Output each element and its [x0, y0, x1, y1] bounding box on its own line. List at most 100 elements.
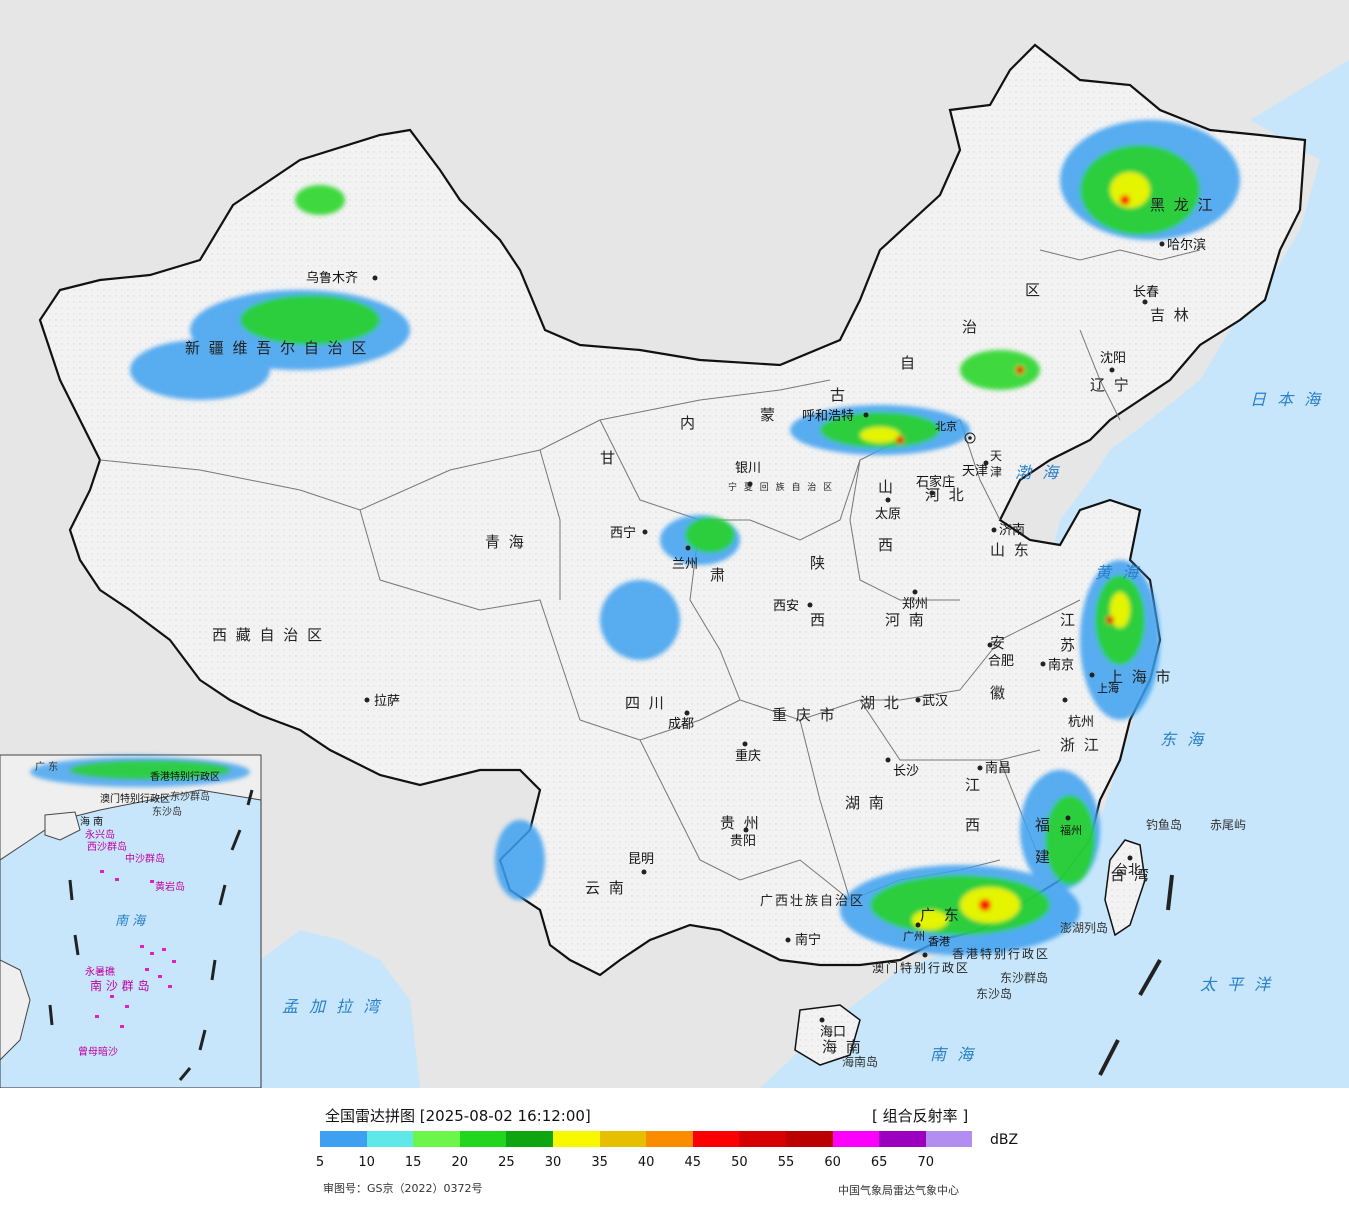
- scale-swatch: [879, 1131, 926, 1147]
- city-marker: 长春: [1133, 285, 1159, 305]
- city-label: 台北: [1115, 863, 1141, 878]
- scale-swatch: [366, 1131, 414, 1147]
- city-marker: 香港: [922, 935, 950, 958]
- mosaic-title: 全国雷达拼图 [2025-08-02 16:12:00]: [325, 1107, 591, 1125]
- island-label: 东沙岛: [976, 986, 1012, 1001]
- south-china-sea-inset: 广 东 香港特别行政区 澳门特别行政区 东沙群岛 东沙岛 海 南 西沙群岛 永兴…: [0, 754, 262, 1088]
- scale-tick-label: 25: [498, 1155, 515, 1170]
- city-marker: 成都: [668, 710, 694, 732]
- unit-label: dBZ: [990, 1132, 1019, 1148]
- region-label: 黑 龙 江: [1150, 196, 1215, 214]
- scale-tick-label: 35: [591, 1155, 608, 1170]
- region-label: 河 北: [925, 486, 966, 504]
- city-label: 天津: [962, 464, 988, 479]
- city-marker: 南昌: [977, 760, 1011, 776]
- region-label: 古: [830, 386, 847, 404]
- city-marker: 北京: [935, 419, 976, 444]
- city-label: 香港: [928, 935, 950, 948]
- city-labels: 乌鲁木齐 拉萨 西宁 兰州 银川 呼和浩特 北京 天津 石家庄 太原 济南 郑州…: [306, 237, 1206, 1040]
- region-label: 广西壮族自治区: [760, 893, 865, 909]
- city-label: 长春: [1133, 285, 1159, 300]
- city-marker: 兰州: [672, 545, 698, 572]
- region-label: 西: [878, 536, 895, 554]
- region-label: 宁 夏 回 族 自 治 区: [728, 481, 834, 493]
- region-label: 内: [680, 414, 697, 432]
- china-radar-map: 新 疆 维 吾 尔 自 治 区 西 藏 自 治 区 青 海 甘 肃 四 川 云 …: [0, 0, 1349, 1088]
- region-label: 蒙: [760, 406, 777, 424]
- scale-tick-label: 40: [637, 1155, 655, 1170]
- sea-label: 东 海: [1160, 730, 1206, 749]
- inset-label: 海 南: [80, 815, 103, 828]
- city-label: 西宁: [610, 525, 636, 541]
- region-label: 津: [990, 465, 1004, 479]
- region-label: 湖 南: [845, 794, 886, 812]
- region-label: 辽 宁: [1090, 376, 1131, 394]
- city-marker: 呼和浩特: [802, 409, 869, 424]
- city-label: 海口: [820, 1025, 846, 1040]
- region-label: 青 海: [485, 533, 526, 551]
- city-label: 哈尔滨: [1167, 237, 1206, 253]
- inset-label: 东沙群岛: [170, 790, 210, 803]
- scale-swatch: [692, 1131, 740, 1147]
- scale-tick-label: 10: [358, 1155, 375, 1170]
- region-label: 上 海 市: [1108, 668, 1173, 686]
- inset-label: 广 东: [35, 760, 58, 773]
- region-label: 天: [990, 449, 1004, 463]
- scale-swatch: [739, 1131, 786, 1147]
- region-label: 西 藏 自 治 区: [212, 626, 324, 644]
- city-marker: 武汉: [915, 694, 948, 709]
- city-marker: 天津: [962, 460, 989, 479]
- city-marker: 银川: [735, 461, 761, 487]
- region-label: 福: [1035, 816, 1052, 834]
- region-label: 香港特别行政区: [952, 946, 1050, 961]
- sea-label: 黄 海: [1095, 563, 1141, 582]
- city-label: 长沙: [893, 764, 919, 779]
- city-marker: 上海: [1089, 672, 1119, 695]
- region-label: 新 疆 维 吾 尔 自 治 区: [185, 339, 368, 357]
- city-label: 南昌: [985, 760, 1011, 776]
- boundary-dashes: [1098, 874, 1174, 1076]
- region-label: 海 南: [822, 1038, 863, 1056]
- region-label: 建: [1035, 848, 1052, 866]
- city-marker: 海口: [819, 1017, 846, 1040]
- region-label: 重 庆 市: [772, 706, 837, 724]
- city-label: 沈阳: [1100, 351, 1126, 366]
- region-label: 贵 州: [720, 814, 761, 832]
- city-marker: 沈阳: [1100, 351, 1126, 373]
- city-marker: 石家庄: [916, 474, 955, 496]
- region-label: 甘: [600, 449, 617, 467]
- sea-label: 渤 海: [1015, 463, 1061, 482]
- region-label: 肃: [710, 566, 727, 584]
- city-label: 济南: [999, 522, 1025, 538]
- inset-label: 南 沙 群 岛: [90, 978, 149, 993]
- island-labels: 钓鱼岛 赤尾屿 东沙群岛 东沙岛 海南岛 澎湖列岛: [842, 817, 1246, 1069]
- city-label: 杭州: [1068, 715, 1094, 730]
- inset-label: 澳门特别行政区: [100, 792, 170, 805]
- region-label: 山 东: [990, 541, 1031, 559]
- scale-tick-label: 50: [731, 1155, 748, 1170]
- city-label: 重庆: [735, 748, 761, 764]
- city-marker: 西安: [773, 599, 813, 614]
- region-label: 台 湾: [1110, 866, 1151, 884]
- scale-swatch: [832, 1131, 880, 1147]
- scale-tick-label: 15: [404, 1155, 422, 1170]
- sea-label: 太 平 洋: [1200, 975, 1273, 994]
- region-label: 治: [962, 318, 979, 336]
- scale-swatch: [413, 1131, 460, 1147]
- region-label: 苏: [1060, 636, 1077, 654]
- region-label: 山: [878, 478, 895, 496]
- city-label: 呼和浩特: [802, 409, 854, 424]
- city-marker: 西宁: [610, 525, 648, 541]
- region-label: 江: [965, 776, 982, 794]
- city-label: 太原: [875, 507, 901, 522]
- region-label: 湖 北: [860, 694, 901, 712]
- city-marker: 贵阳: [730, 827, 756, 849]
- credit-line: 中国气象局雷达气象中心: [838, 1184, 959, 1197]
- inset-label: 南 海: [115, 914, 147, 929]
- region-label: 区: [1025, 281, 1042, 299]
- sea-area: [760, 60, 1349, 1088]
- scale-swatch: [552, 1131, 600, 1147]
- city-marker: 台北: [1115, 855, 1141, 878]
- region-labels: 新 疆 维 吾 尔 自 治 区 西 藏 自 治 区 青 海 甘 肃 四 川 云 …: [185, 196, 1215, 1056]
- region-label: 徽: [990, 684, 1007, 702]
